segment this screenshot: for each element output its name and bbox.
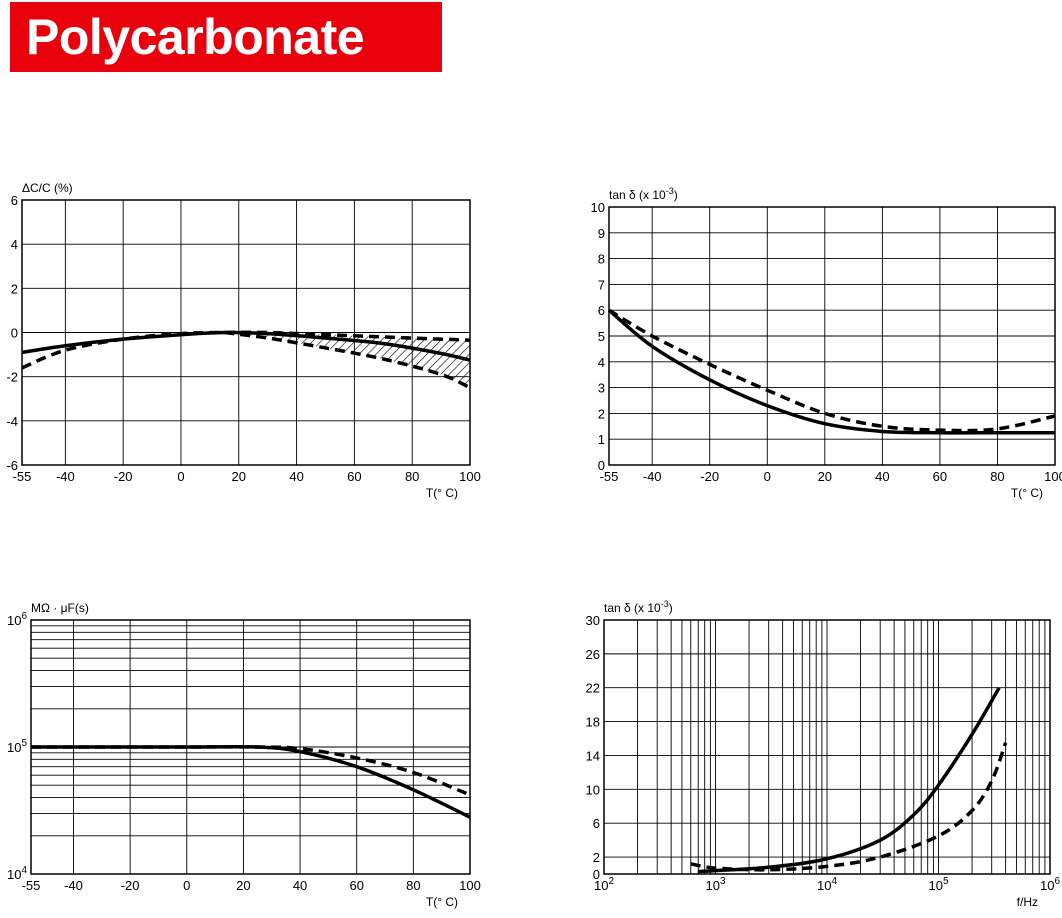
- x-tick-label: 105: [928, 876, 948, 893]
- x-tick-label: 60: [349, 878, 363, 893]
- y-tick-label: 30: [586, 613, 600, 628]
- y-axis-label: ΔC/C (%): [22, 181, 73, 195]
- x-axis-label: T(° C): [1011, 486, 1043, 500]
- dashed-series-line: [690, 742, 1008, 872]
- x-tick-label: -55: [22, 878, 41, 893]
- y-tick-label: 10: [586, 782, 600, 797]
- y-tick-label: 22: [586, 681, 600, 696]
- y-tick-label: 1: [598, 432, 605, 447]
- x-tick-label: 100: [1044, 469, 1062, 484]
- dashed-series-line: [21, 330, 471, 370]
- y-tick-label: 7: [598, 277, 605, 292]
- x-tick-label: 60: [933, 469, 947, 484]
- x-tick-label: -40: [56, 469, 75, 484]
- y-tick-label: 26: [586, 647, 600, 662]
- x-axis-label: T(° C): [426, 486, 458, 500]
- x-axis-label: f/Hz: [1017, 895, 1038, 909]
- y-tick-label: 4: [598, 355, 605, 370]
- y-tick-label: 6: [593, 816, 600, 831]
- y-tick-label: 0: [598, 458, 605, 473]
- x-tick-label: -55: [600, 469, 619, 484]
- y-tick-label: 2: [11, 281, 18, 296]
- x-axis-label: T(° C): [426, 895, 458, 909]
- x-tick-label: 0: [183, 878, 190, 893]
- x-tick-label: -40: [64, 878, 83, 893]
- x-tick-label: 80: [990, 469, 1004, 484]
- dashed-series-line: [608, 308, 1056, 433]
- y-tick-label: 4: [11, 237, 18, 252]
- x-tick-label: -20: [700, 469, 719, 484]
- y-tick-label: 0: [11, 326, 18, 341]
- y-tick-label: 6: [598, 303, 605, 318]
- x-tick-label: -20: [121, 878, 140, 893]
- x-tick-label: 40: [289, 469, 303, 484]
- x-tick-label: -20: [114, 469, 133, 484]
- plot-frame: [603, 619, 1051, 875]
- title-banner: Polycarbonate: [10, 2, 442, 72]
- y-tick-label: 8: [598, 252, 605, 267]
- y-tick-label: 104: [7, 865, 27, 882]
- x-tick-label: 103: [705, 876, 725, 893]
- x-tick-label: 20: [236, 878, 250, 893]
- x-tick-label: 80: [405, 469, 419, 484]
- x-tick-label: 100: [459, 469, 481, 484]
- y-tick-label: 3: [598, 381, 605, 396]
- x-tick-label: 104: [817, 876, 837, 893]
- y-tick-label: -4: [6, 414, 18, 429]
- y-tick-label: 14: [586, 748, 600, 763]
- y-tick-label: 6: [11, 193, 18, 208]
- plot-frame: [21, 199, 471, 466]
- y-tick-label: 0: [593, 867, 600, 882]
- x-tick-label: 40: [293, 878, 307, 893]
- x-tick-label: 0: [764, 469, 771, 484]
- x-tick-label: -55: [13, 469, 32, 484]
- x-tick-label: 0: [177, 469, 184, 484]
- y-tick-label: 18: [586, 715, 600, 730]
- x-tick-label: 60: [347, 469, 361, 484]
- dashed-series-line: [30, 745, 471, 797]
- y-tick-label: -2: [6, 370, 18, 385]
- dashed-series-line: [224, 330, 471, 390]
- y-axis-label: tan δ (x 10-3): [609, 186, 678, 202]
- x-tick-label: 102: [594, 876, 614, 893]
- page-title: Polycarbonate: [26, 9, 365, 65]
- plot-frame: [608, 206, 1056, 466]
- y-tick-label: 2: [598, 406, 605, 421]
- x-tick-label: 20: [818, 469, 832, 484]
- y-tick-label: 105: [7, 738, 27, 755]
- chart-2: -55 -40 -20 0 20 40 60 80 100 0 1 2 3 4 5 6 7 8 9 10 tan δ (…: [591, 186, 1062, 500]
- y-tick-label: 10: [591, 200, 605, 215]
- x-tick-label: -40: [643, 469, 662, 484]
- x-tick-label: 80: [406, 878, 420, 893]
- chart-3: -55 -40 -20 0 20 40 60 80 100 106 105 104 MΩ · μF(s)…: [7, 601, 481, 909]
- y-tick-label: -6: [6, 458, 18, 473]
- y-tick-label: 2: [593, 850, 600, 865]
- y-tick-label: 106: [7, 611, 27, 628]
- x-tick-label: 20: [232, 469, 246, 484]
- x-tick-label: 106: [1040, 876, 1060, 893]
- y-axis-label: MΩ · μF(s): [31, 601, 89, 615]
- y-tick-label: 5: [598, 329, 605, 344]
- y-tick-label: 9: [598, 226, 605, 241]
- solid-series-line: [698, 686, 1001, 874]
- gridlines: [603, 619, 1050, 875]
- x-tick-label: 40: [875, 469, 889, 484]
- solid-series-line: [607, 308, 1055, 435]
- solid-series-line: [30, 744, 471, 819]
- x-tick-label: 100: [459, 878, 481, 893]
- y-axis-label: tan δ (x 10-3): [604, 599, 673, 615]
